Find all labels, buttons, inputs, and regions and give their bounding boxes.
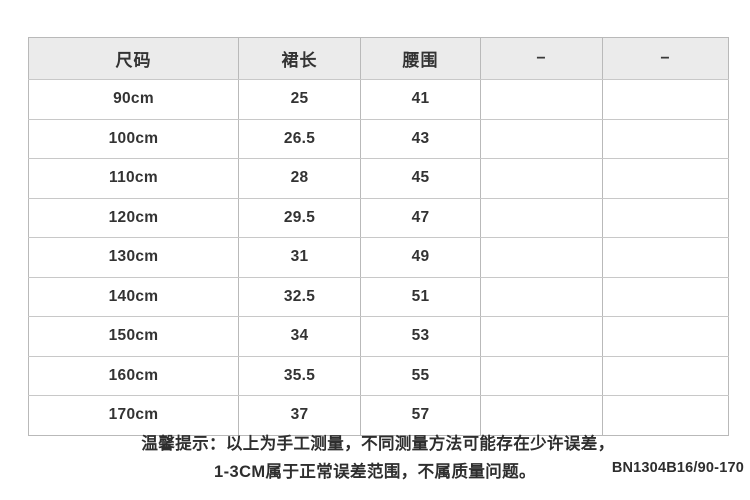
cell-waist: 43 xyxy=(360,119,481,159)
cell-waist: 53 xyxy=(360,316,481,357)
cell-size: 120cm xyxy=(28,198,239,238)
cell-waist: 55 xyxy=(360,356,481,396)
cell-extra-2 xyxy=(602,356,729,396)
cell-skirt-length: 31 xyxy=(238,237,361,278)
cell-skirt-length: 28 xyxy=(238,158,361,199)
cell-waist: 41 xyxy=(360,79,481,120)
cell-waist: 49 xyxy=(360,237,481,278)
cell-skirt-length: 34 xyxy=(238,316,361,357)
size-chart-table: 尺码 裙长 腰围 − − 90cm 25 41 100cm 26.5 xyxy=(28,37,729,436)
measurement-note-line-2: 1-3CM属于正常误差范围，不属质量问题。 xyxy=(214,463,536,481)
cell-size: 100cm xyxy=(28,119,239,159)
cell-size: 90cm xyxy=(28,79,239,120)
table-body: 90cm 25 41 100cm 26.5 43 110cm 28 45 xyxy=(28,79,729,435)
size-table-container: 尺码 裙长 腰围 − − 90cm 25 41 100cm 26.5 xyxy=(28,37,729,436)
table-row: 130cm 31 49 xyxy=(28,237,729,278)
cell-extra-1 xyxy=(480,79,603,120)
product-code: BN1304B16/90-170 xyxy=(611,460,744,476)
cell-extra-1 xyxy=(480,356,603,396)
cell-skirt-length: 37 xyxy=(238,395,361,435)
cell-extra-1 xyxy=(480,198,603,238)
column-header-skirt-length: 裙长 xyxy=(238,37,361,80)
cell-size: 110cm xyxy=(28,158,239,199)
cell-extra-1 xyxy=(480,158,603,199)
table-header: 尺码 裙长 腰围 − − xyxy=(28,37,729,80)
column-header-extra-1: − xyxy=(480,37,603,80)
cell-extra-1 xyxy=(480,277,603,317)
cell-size: 160cm xyxy=(28,356,239,396)
cell-extra-2 xyxy=(602,277,729,317)
cell-waist: 45 xyxy=(360,158,481,199)
cell-size: 140cm xyxy=(28,277,239,317)
cell-skirt-length: 26.5 xyxy=(238,119,361,159)
cell-size: 170cm xyxy=(28,395,239,435)
cell-extra-2 xyxy=(602,237,729,278)
cell-extra-2 xyxy=(602,395,729,435)
table-row: 110cm 28 45 xyxy=(28,158,729,199)
cell-skirt-length: 32.5 xyxy=(238,277,361,317)
column-header-size: 尺码 xyxy=(28,37,239,80)
cell-extra-2 xyxy=(602,198,729,238)
cell-extra-1 xyxy=(480,119,603,159)
cell-extra-2 xyxy=(602,316,729,357)
cell-size: 130cm xyxy=(28,237,239,278)
footer-notes: 温馨提示：以上为手工测量，不同测量方法可能存在少许误差， 1-3CM属于正常误差… xyxy=(0,430,750,486)
cell-extra-2 xyxy=(602,158,729,199)
cell-waist: 47 xyxy=(360,198,481,238)
cell-extra-1 xyxy=(480,316,603,357)
table-row: 120cm 29.5 47 xyxy=(28,198,729,238)
cell-skirt-length: 35.5 xyxy=(238,356,361,396)
table-row: 160cm 35.5 55 xyxy=(28,356,729,396)
cell-waist: 57 xyxy=(360,395,481,435)
cell-extra-1 xyxy=(480,237,603,278)
measurement-note-line-1: 温馨提示：以上为手工测量，不同测量方法可能存在少许误差， xyxy=(141,435,615,453)
column-header-extra-2: − xyxy=(602,37,729,80)
table-row: 140cm 32.5 51 xyxy=(28,277,729,317)
table-row: 170cm 37 57 xyxy=(28,395,729,435)
cell-size: 150cm xyxy=(28,316,239,357)
cell-skirt-length: 25 xyxy=(238,79,361,120)
cell-extra-1 xyxy=(480,395,603,435)
cell-skirt-length: 29.5 xyxy=(238,198,361,238)
column-header-waist: 腰围 xyxy=(360,37,481,80)
cell-extra-2 xyxy=(602,79,729,120)
table-row: 150cm 34 53 xyxy=(28,316,729,357)
header-row: 尺码 裙长 腰围 − − xyxy=(28,37,729,80)
cell-waist: 51 xyxy=(360,277,481,317)
cell-extra-2 xyxy=(602,119,729,159)
table-row: 100cm 26.5 43 xyxy=(28,119,729,159)
table-row: 90cm 25 41 xyxy=(28,79,729,120)
